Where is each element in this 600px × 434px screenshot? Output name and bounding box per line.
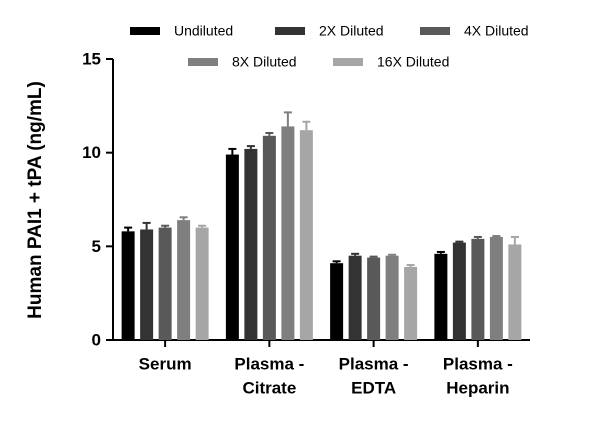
x-tick-label: Plasma - xyxy=(443,354,513,373)
x-tick-label: Heparin xyxy=(446,378,509,397)
bar xyxy=(385,255,399,340)
bar xyxy=(452,242,466,340)
legend-swatch xyxy=(275,27,305,35)
bar xyxy=(508,244,522,340)
bar xyxy=(471,238,485,340)
x-tick-label: Plasma - xyxy=(339,354,409,373)
y-tick-label: 15 xyxy=(82,49,101,68)
y-axis-label: Human PAI1 + tPA (ng/mL) xyxy=(25,81,46,319)
bar xyxy=(367,257,381,340)
legend-label: 8X Diluted xyxy=(232,54,297,70)
bar xyxy=(434,253,448,340)
legend-label: 2X Diluted xyxy=(319,23,384,39)
bar xyxy=(195,227,209,340)
bar xyxy=(281,126,295,340)
x-tick-label: Plasma - xyxy=(234,354,304,373)
legend-swatch xyxy=(130,27,160,35)
x-tick-label: Serum xyxy=(139,354,192,373)
legend-swatch xyxy=(188,58,218,66)
y-tick-label: 0 xyxy=(92,330,101,349)
x-tick-label: EDTA xyxy=(351,378,396,397)
bar xyxy=(262,135,276,340)
bar xyxy=(140,229,154,340)
legend-label: Undiluted xyxy=(174,23,233,39)
y-tick-label: 10 xyxy=(82,143,101,162)
bar xyxy=(158,227,172,340)
legend-label: 16X Diluted xyxy=(377,54,449,70)
x-tick-label: Citrate xyxy=(242,378,296,397)
bar xyxy=(404,266,418,340)
y-tick-label: 5 xyxy=(92,237,101,256)
legend-swatch xyxy=(333,58,363,66)
legend-swatch xyxy=(420,27,450,35)
bar xyxy=(177,220,191,340)
legend-label: 4X Diluted xyxy=(464,23,529,39)
bar xyxy=(299,130,313,340)
bar xyxy=(225,154,239,340)
bar xyxy=(489,236,503,340)
bar xyxy=(348,255,362,340)
bar xyxy=(330,263,344,340)
bar xyxy=(244,148,258,340)
bar xyxy=(121,231,135,340)
